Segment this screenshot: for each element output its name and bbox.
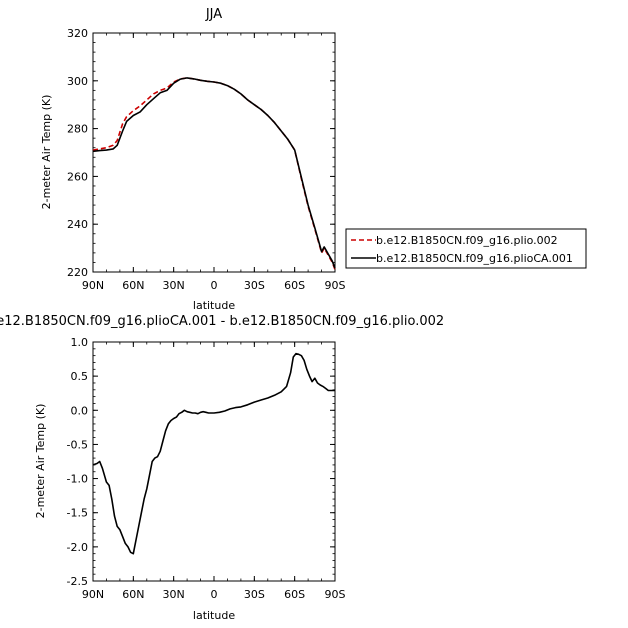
- bottom-series-lines: [92, 352, 335, 555]
- top-title: JJA: [205, 7, 222, 22]
- bottom-x-axis-label: latitude: [193, 609, 235, 622]
- bottom-x-ticks: 90N 60N 30N 0 30S 60S 90S: [82, 342, 346, 601]
- top-y-tick-label: 280: [67, 123, 88, 136]
- top-x-tick-label: 30S: [244, 279, 265, 292]
- top-x-ticks: 90N 60N 30N 0 30S 60S 90S: [82, 33, 346, 292]
- bottom-y-tick-label: -1.5: [67, 507, 88, 520]
- bottom-title: b.e12.B1850CN.f09_g16.plioCA.001 - b.e12…: [0, 314, 444, 329]
- bottom-y-tick-label: -0.5: [67, 438, 88, 451]
- top-y-ticks: 220 240 260 280 300 320: [67, 27, 335, 279]
- bottom-series-line-0: [92, 352, 335, 555]
- bottom-x-tick-label: 0: [211, 588, 218, 601]
- bottom-plot-frame: [92, 341, 336, 582]
- top-y-tick-label: 320: [67, 27, 88, 40]
- bottom-y-tick-label: 0.0: [71, 404, 89, 417]
- bottom-x-tick-label: 30S: [244, 588, 265, 601]
- top-x-axis-label: latitude: [193, 299, 235, 312]
- top-series-line-0: [92, 77, 336, 270]
- top-y-axis-label: 2-meter Air Temp (K): [40, 95, 53, 210]
- top-y-tick-label: 220: [67, 266, 88, 279]
- bottom-y-ticks: -2.5 -2.0 -1.5 -1.0 -0.5 0.0 0.5 1.0: [67, 336, 335, 588]
- bottom-x-tick-label: 30N: [163, 588, 185, 601]
- bottom-y-tick-label: -1.0: [67, 473, 88, 486]
- top-x-tick-label: 60S: [284, 279, 305, 292]
- bottom-x-tick-label: 60N: [122, 588, 144, 601]
- legend-box: [345, 228, 587, 269]
- bottom-panel: b.e12.B1850CN.f09_g16.plioCA.001 - b.e12…: [0, 314, 444, 622]
- bottom-y-tick-label: 1.0: [71, 336, 89, 349]
- bottom-y-tick-label: -2.5: [67, 575, 88, 588]
- bottom-y-tick-label: -2.0: [67, 541, 88, 554]
- top-y-tick-label: 300: [67, 75, 88, 88]
- bottom-x-tick-label: 90S: [325, 588, 346, 601]
- top-x-tick-label: 0: [211, 279, 218, 292]
- top-plot-frame: [92, 32, 336, 273]
- bottom-y-tick-label: 0.5: [71, 370, 89, 383]
- top-series-line-1: [92, 77, 336, 269]
- top-x-tick-label: 60N: [122, 279, 144, 292]
- bottom-x-tick-label: 60S: [284, 588, 305, 601]
- bottom-y-axis-label: 2-meter Air Temp (K): [34, 404, 47, 519]
- top-y-tick-label: 240: [67, 218, 88, 231]
- top-x-tick-label: 90N: [82, 279, 104, 292]
- top-y-tick-label: 260: [67, 170, 88, 183]
- legend-label-plioCA: b.e12.B1850CN.f09_g16.plioCA.001: [376, 252, 573, 265]
- top-x-tick-label: 30N: [163, 279, 185, 292]
- top-series-lines: [92, 77, 336, 270]
- bottom-x-tick-label: 90N: [82, 588, 104, 601]
- top-x-tick-label: 90S: [325, 279, 346, 292]
- legend: b.e12.B1850CN.f09_g16.plio.002 b.e12.B18…: [345, 228, 587, 269]
- legend-label-plio: b.e12.B1850CN.f09_g16.plio.002: [376, 234, 558, 247]
